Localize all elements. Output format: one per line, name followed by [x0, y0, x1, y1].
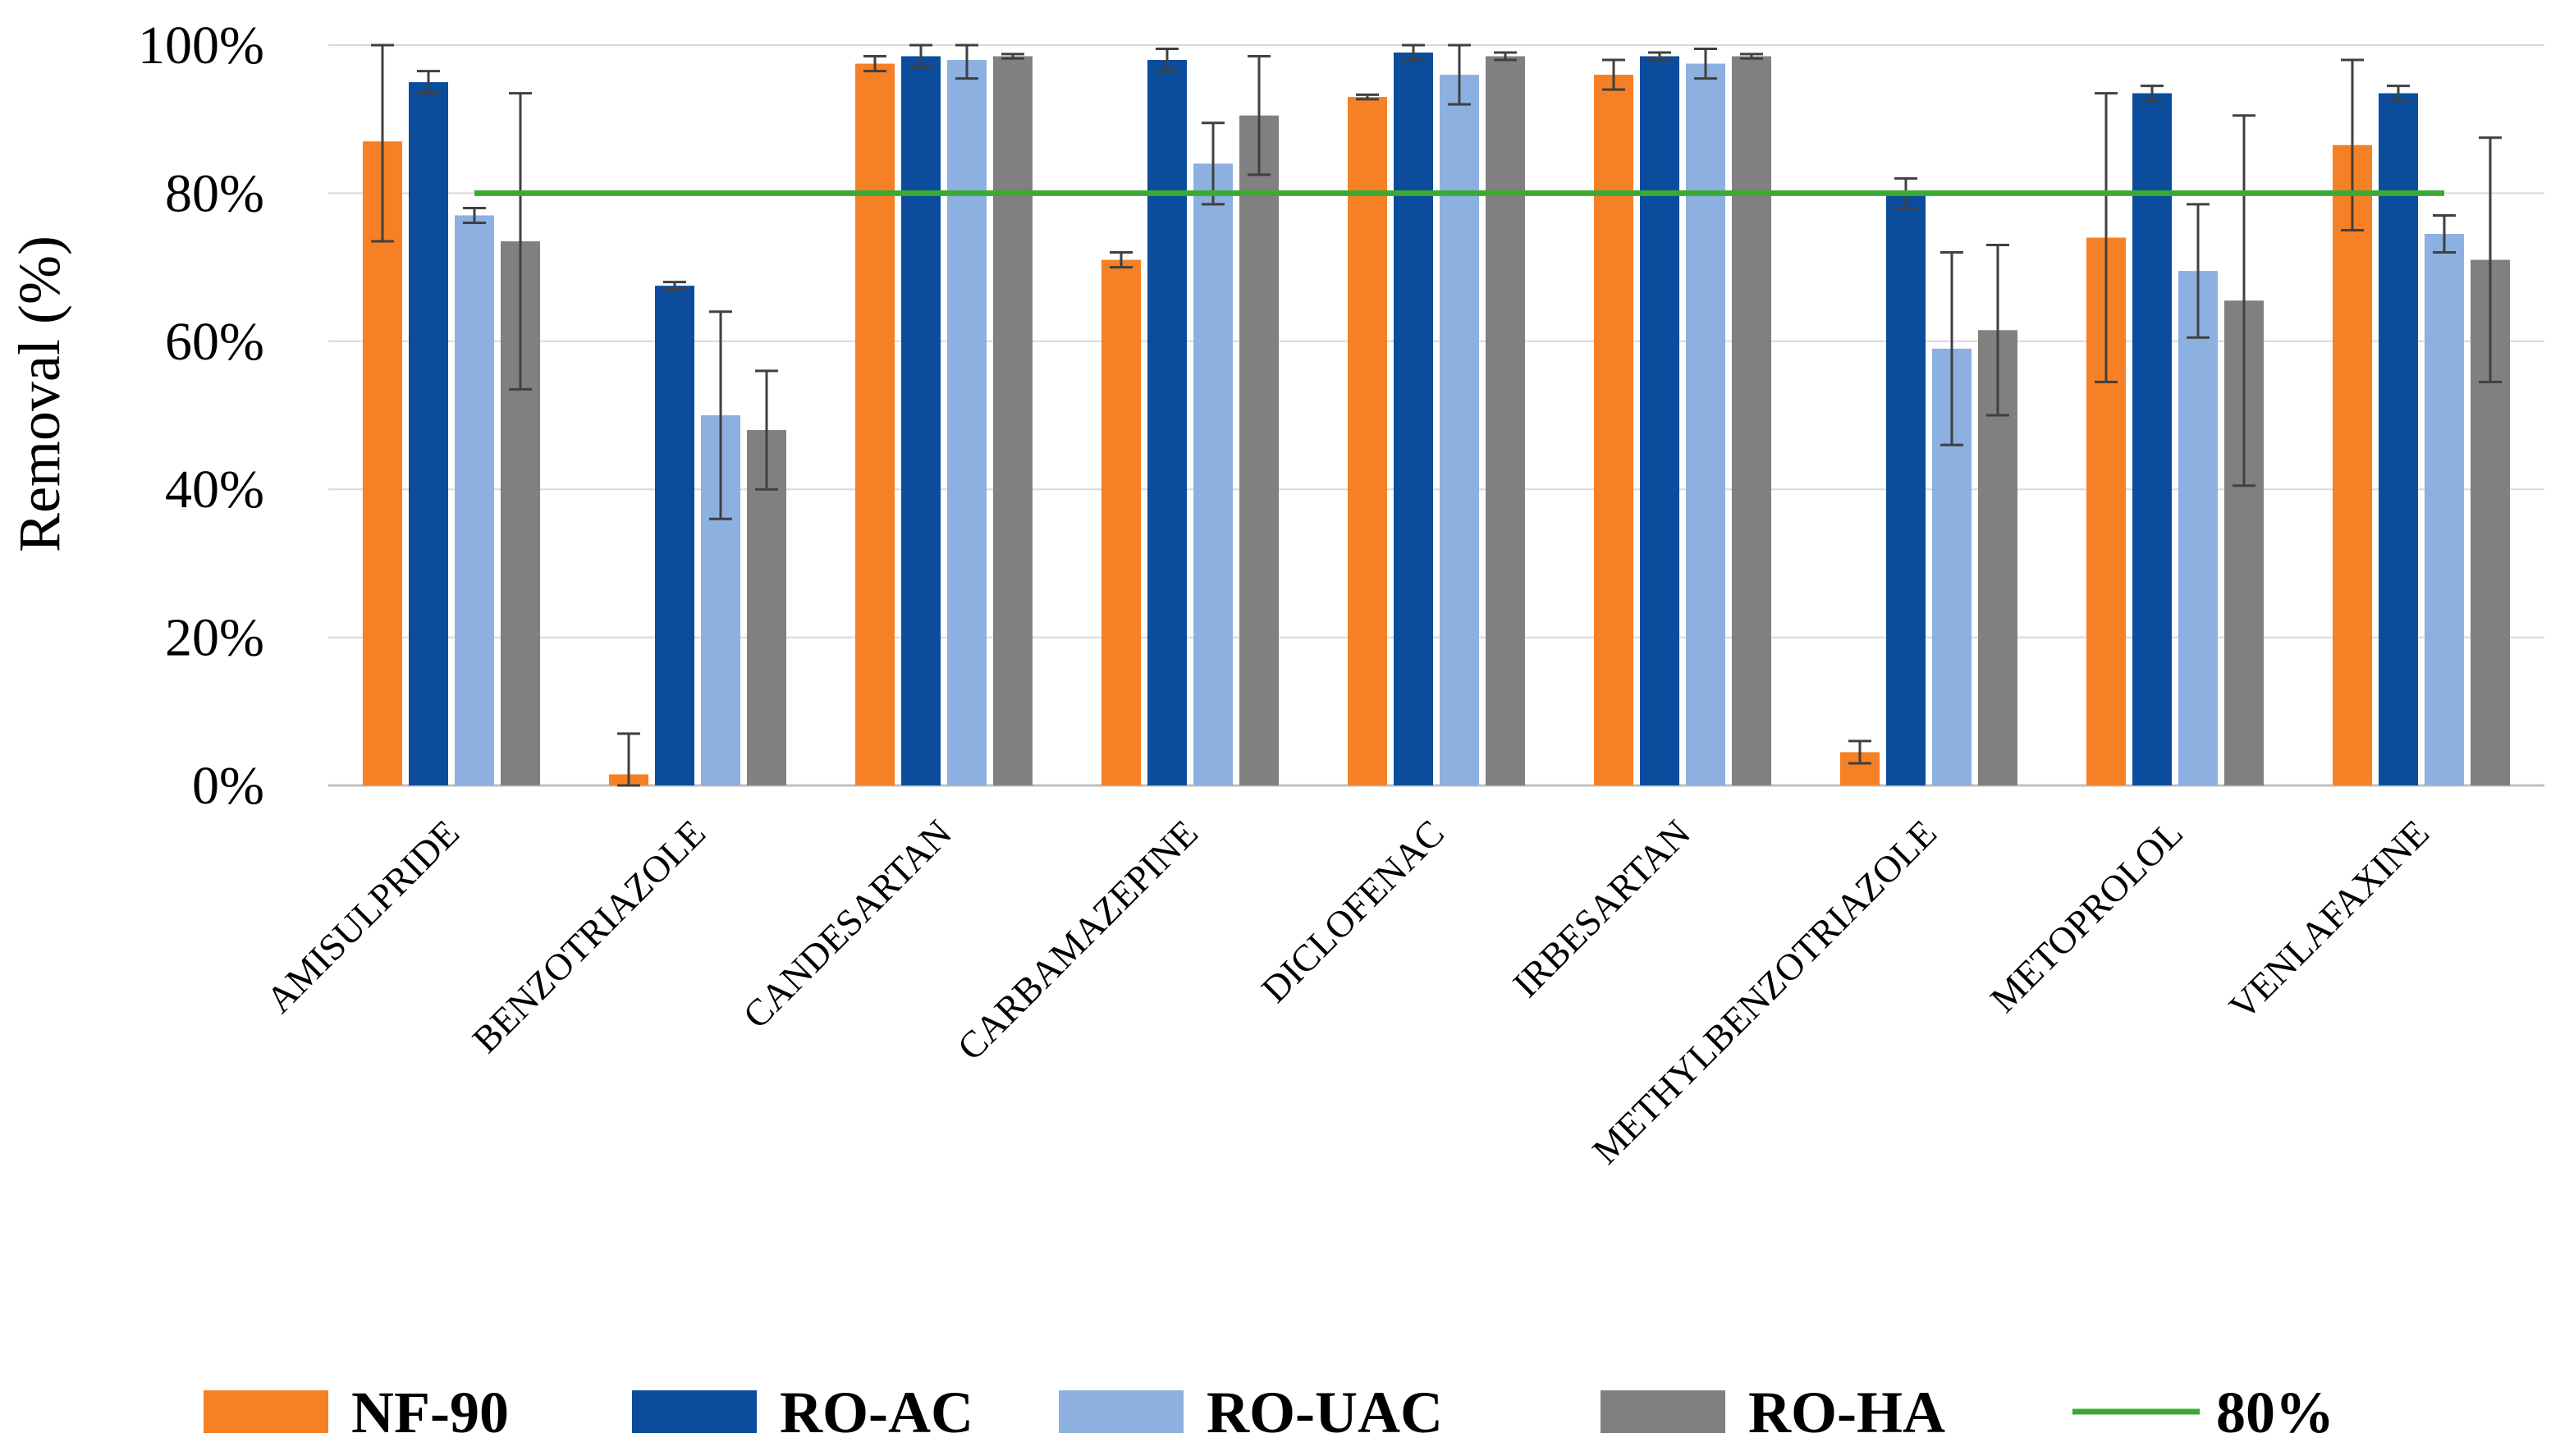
- bar-ro-uac-candesartan: [947, 60, 987, 786]
- error-bar-ro-uac-irbesartan: [1694, 48, 1717, 80]
- bar-ro-uac-irbesartan: [1686, 63, 1725, 786]
- legend-swatch-nf-90: [204, 1390, 328, 1433]
- bar-ro-ha-irbesartan: [1732, 56, 1771, 785]
- error-bar-ro-ac-carbamazepine: [1156, 48, 1179, 73]
- y-tick-label: 0%: [192, 756, 264, 816]
- error-bar-nf-90-methylbenzotriazole: [1848, 739, 1871, 765]
- bar-ro-uac-carbamazepine: [1193, 163, 1233, 785]
- legend-swatch-ro-ac: [632, 1390, 757, 1433]
- bar-ro-ac-methylbenzotriazole: [1886, 193, 1926, 785]
- error-bar-ro-ha-candesartan: [1001, 53, 1024, 60]
- legend-swatch-ro-uac: [1059, 1390, 1184, 1433]
- error-bar-ro-uac-methylbenzotriazole: [1940, 251, 1963, 446]
- bar-ro-ac-metoprolol: [2132, 93, 2172, 785]
- error-bar-nf-90-amisulpride: [371, 43, 394, 243]
- bar-nf-90-diclofenac: [1348, 97, 1387, 785]
- error-bar-ro-ac-amisulpride: [417, 70, 440, 95]
- error-bar-ro-ac-irbesartan: [1648, 51, 1671, 62]
- bar-ro-ac-benzotriazole: [655, 286, 694, 785]
- bar-ro-ac-venlafaxine: [2379, 93, 2418, 785]
- bar-nf-90-candesartan: [855, 63, 895, 786]
- y-axis-ticks: 0% 20% 40% 60% 80% 100%: [138, 16, 264, 816]
- y-axis-label: Removal (%): [7, 236, 72, 552]
- bar-ro-ac-amisulpride: [409, 82, 448, 786]
- legend: NF-90 RO-AC RO-UAC RO-HA 80%: [204, 1380, 2334, 1445]
- legend-label-ro-uac: RO-UAC: [1207, 1380, 1443, 1445]
- error-bar-ro-ac-benzotriazole: [663, 281, 686, 291]
- bar-nf-90-irbesartan: [1594, 75, 1633, 785]
- bar-ro-ac-candesartan: [901, 56, 941, 785]
- error-bar-ro-ha-irbesartan: [1740, 53, 1763, 60]
- bar-ro-ha-diclofenac: [1486, 56, 1525, 785]
- error-bar-ro-ha-methylbenzotriazole: [1986, 244, 2009, 417]
- error-bars: [371, 43, 2502, 787]
- bar-ro-ha-candesartan: [993, 56, 1033, 785]
- error-bar-nf-90-candesartan: [863, 55, 886, 73]
- y-tick-label: 80%: [165, 163, 264, 223]
- error-bar-ro-uac-diclofenac: [1448, 43, 1471, 106]
- error-bar-ro-ac-candesartan: [909, 43, 932, 69]
- x-tick-label: BENZOTRIAZOLE: [465, 812, 713, 1060]
- error-bar-ro-uac-candesartan: [955, 43, 978, 80]
- error-bar-ro-ha-venlafaxine: [2479, 136, 2502, 383]
- bar-ro-uac-amisulpride: [455, 215, 494, 786]
- bars: [363, 53, 2510, 786]
- legend-label-nf-90: NF-90: [351, 1380, 509, 1445]
- error-bar-nf-90-diclofenac: [1356, 93, 1379, 101]
- bar-ro-ha-carbamazepine: [1239, 115, 1279, 785]
- x-tick-label: CANDESARTAN: [735, 812, 959, 1037]
- error-bar-nf-90-benzotriazole: [617, 732, 640, 787]
- x-tick-label: DICLOFENAC: [1253, 812, 1452, 1010]
- bar-ro-uac-diclofenac: [1440, 75, 1479, 785]
- x-tick-label: VENLAFAXINE: [2221, 812, 2437, 1028]
- error-bar-ro-ac-metoprolol: [2141, 85, 2164, 103]
- bar-ro-uac-venlafaxine: [2425, 234, 2464, 785]
- bar-nf-90-amisulpride: [363, 141, 402, 785]
- error-bar-ro-ha-benzotriazole: [755, 369, 778, 491]
- error-bar-nf-90-metoprolol: [2095, 92, 2118, 383]
- error-bar-ro-uac-benzotriazole: [709, 310, 732, 520]
- bar-ro-uac-metoprolol: [2178, 271, 2218, 785]
- y-tick-label: 100%: [138, 16, 264, 76]
- y-tick-label: 20%: [165, 608, 264, 668]
- bar-nf-90-venlafaxine: [2333, 144, 2372, 785]
- legend-label-ro-ac: RO-AC: [780, 1380, 973, 1445]
- bar-ro-ac-diclofenac: [1394, 53, 1433, 785]
- error-bar-ro-ac-venlafaxine: [2387, 85, 2410, 103]
- error-bar-nf-90-carbamazepine: [1110, 251, 1133, 269]
- x-tick-label: CARBAMAZEPINE: [950, 812, 1207, 1069]
- error-bar-nf-90-venlafaxine: [2341, 58, 2364, 231]
- error-bar-ro-ha-carbamazepine: [1248, 55, 1271, 176]
- error-bar-ro-uac-metoprolol: [2187, 203, 2210, 339]
- x-tick-label: METOPROLOL: [1982, 812, 2191, 1020]
- bar-ro-ac-carbamazepine: [1147, 60, 1187, 786]
- error-bar-ro-ac-diclofenac: [1402, 43, 1425, 62]
- y-tick-label: 40%: [165, 460, 264, 520]
- bar-ro-ac-irbesartan: [1640, 56, 1679, 785]
- error-bar-ro-ha-diclofenac: [1494, 51, 1517, 62]
- y-tick-label: 60%: [165, 312, 264, 372]
- legend-swatch-ro-ha: [1601, 1390, 1725, 1433]
- legend-label-ro-ha: RO-HA: [1748, 1380, 1945, 1445]
- bar-nf-90-carbamazepine: [1101, 259, 1141, 786]
- error-bar-ro-ha-metoprolol: [2233, 114, 2255, 488]
- x-tick-label: IRBESARTAN: [1504, 812, 1698, 1005]
- error-bar-nf-90-irbesartan: [1602, 58, 1625, 91]
- error-bar-ro-ha-amisulpride: [509, 92, 532, 391]
- x-tick-label: AMISULPRIDE: [258, 812, 467, 1021]
- error-bar-ro-uac-venlafaxine: [2433, 213, 2456, 254]
- legend-label-80: 80%: [2216, 1380, 2334, 1445]
- error-bar-ro-uac-amisulpride: [463, 206, 486, 224]
